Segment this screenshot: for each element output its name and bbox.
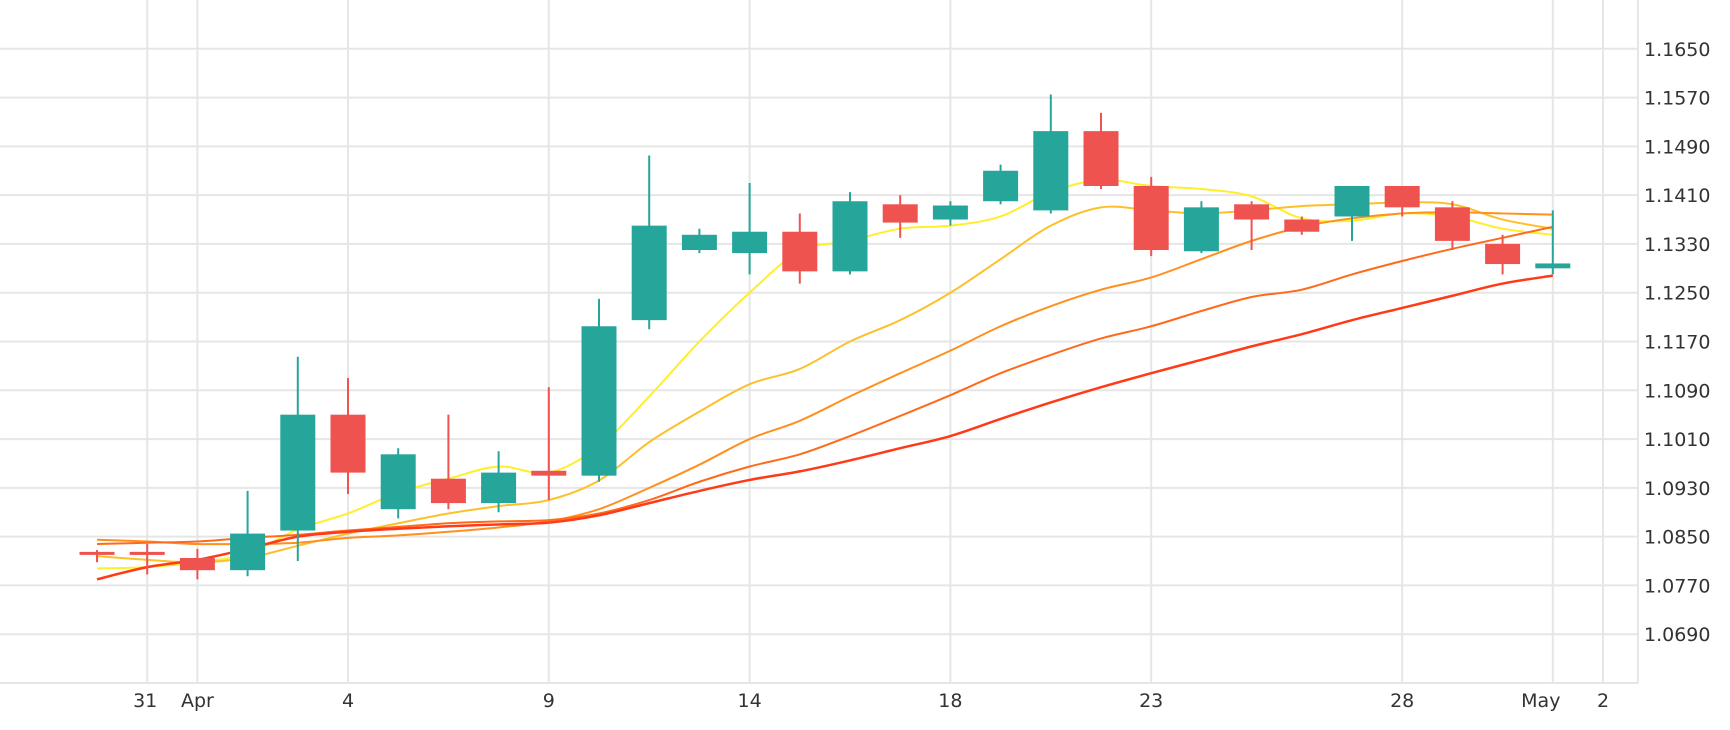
candle — [732, 182, 768, 275]
y-tick-label: 1.1570 — [1644, 88, 1710, 110]
y-tick-label: 1.0690 — [1644, 624, 1710, 646]
candle-body — [1183, 207, 1219, 252]
x-tick-label: 18 — [938, 690, 962, 712]
y-tick-label: 1.1330 — [1644, 234, 1710, 256]
candle — [280, 356, 316, 562]
candle-body — [1033, 131, 1069, 211]
candle-body — [1133, 185, 1169, 251]
candle — [1434, 201, 1470, 251]
x-tick-label: 28 — [1390, 690, 1414, 712]
y-tick-label: 1.1490 — [1644, 136, 1710, 158]
candle-body — [581, 326, 617, 476]
candle — [1183, 201, 1219, 254]
candle-body — [1384, 185, 1420, 208]
candle-body — [481, 472, 517, 504]
candle-body — [631, 225, 667, 321]
y-tick-label: 1.1010 — [1644, 429, 1710, 451]
candle — [1334, 185, 1370, 241]
x-tick-label: 2 — [1597, 690, 1609, 712]
candle — [531, 387, 567, 501]
candle-body — [1083, 131, 1119, 186]
y-tick-label: 1.1090 — [1644, 380, 1710, 402]
candle — [1284, 216, 1320, 235]
x-tick-label: 23 — [1139, 690, 1163, 712]
candle — [79, 550, 115, 563]
candle-body — [230, 533, 266, 571]
candle-body — [983, 170, 1019, 202]
moving-average-line — [96, 225, 1554, 545]
candle — [681, 228, 717, 254]
x-tick-label: 9 — [543, 690, 555, 712]
y-tick-label: 1.0770 — [1644, 575, 1710, 597]
candle-body — [1485, 243, 1521, 265]
candle — [1384, 185, 1420, 217]
moving-average-line — [96, 274, 1553, 581]
candle — [230, 490, 266, 577]
candle — [983, 164, 1019, 205]
candle-body — [280, 414, 316, 531]
candle — [581, 298, 617, 482]
candle — [481, 451, 517, 513]
y-axis-tick-labels: 1.0690 1.0770 1.0850 1.0930 1.1010 1.1090 1.11… — [1644, 39, 1710, 646]
candle-body — [832, 201, 868, 272]
candle — [832, 192, 868, 275]
candle — [1535, 210, 1571, 275]
candle-body — [330, 414, 366, 473]
candle-body — [430, 478, 466, 504]
candle — [1083, 112, 1119, 190]
moving-average-layer — [96, 178, 1554, 581]
candle-layer — [79, 94, 1571, 580]
candle — [932, 201, 968, 226]
x-tick-label: May — [1521, 690, 1560, 712]
candle-body — [1334, 185, 1370, 217]
y-tick-label: 1.1250 — [1644, 283, 1710, 305]
moving-average-line — [96, 178, 1553, 570]
candle-body — [732, 231, 768, 254]
candle — [1485, 234, 1521, 275]
y-tick-label: 1.1170 — [1644, 332, 1710, 354]
candle-body — [1234, 204, 1270, 220]
candle-body — [1535, 263, 1571, 269]
x-tick-label: 4 — [342, 690, 354, 712]
candle-body — [882, 204, 918, 223]
x-axis-tick-labels: 31 Apr 4 9 14 18 23 28 May 2 — [133, 690, 1609, 712]
y-tick-label: 1.0930 — [1644, 478, 1710, 500]
candle-body — [531, 470, 567, 476]
x-tick-label: 31 — [133, 690, 157, 712]
candle-body — [179, 557, 215, 571]
candle — [1234, 201, 1270, 251]
y-tick-label: 1.0850 — [1644, 527, 1710, 549]
y-tick-label: 1.1410 — [1644, 185, 1710, 207]
grid-layer — [0, 0, 1639, 684]
candle-body — [79, 551, 115, 555]
candle — [430, 414, 466, 510]
candle — [179, 548, 215, 580]
candle-body — [1284, 219, 1320, 232]
candle — [882, 195, 918, 238]
candle — [330, 378, 366, 494]
moving-average-line — [96, 211, 1553, 546]
candle-body — [782, 231, 818, 272]
candle — [380, 448, 416, 519]
moving-average-line — [96, 201, 1553, 564]
candle-body — [380, 454, 416, 510]
x-tick-label: Apr — [181, 690, 214, 712]
candle — [129, 543, 165, 575]
x-tick-label: 14 — [738, 690, 762, 712]
candle-body — [932, 205, 968, 220]
candle — [1133, 176, 1169, 257]
candle-body — [681, 234, 717, 251]
candle — [782, 213, 818, 284]
candle-body — [129, 551, 165, 555]
candle — [1033, 94, 1069, 214]
y-tick-label: 1.1650 — [1644, 39, 1710, 61]
candle — [631, 155, 667, 330]
candle-body — [1434, 207, 1470, 241]
